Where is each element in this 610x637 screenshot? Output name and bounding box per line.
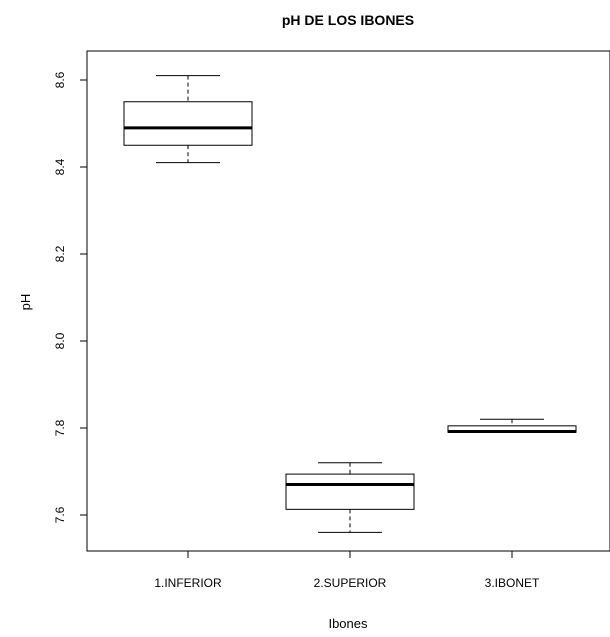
iqr-box (285, 473, 415, 510)
y-tick-label: 7.6 (53, 506, 67, 523)
y-tick-label: 8.4 (53, 158, 67, 175)
y-tick-label: 8.6 (53, 71, 67, 88)
plot-frame (86, 50, 610, 552)
boxes-group (123, 75, 577, 533)
y-tick-label: 8.0 (53, 332, 67, 349)
iqr-box (123, 101, 253, 146)
y-tick-label: 8.2 (53, 245, 67, 262)
box-3 (447, 418, 577, 433)
box-1 (123, 75, 253, 164)
x-axis: 1.INFERIOR 2.SUPERIOR 3.IBONET (154, 551, 540, 590)
x-tick-label: 1.INFERIOR (154, 576, 222, 590)
box-2 (285, 462, 415, 533)
x-tick-label: 3.IBONET (485, 576, 540, 590)
y-tick-label: 7.8 (53, 419, 67, 436)
x-axis-label: Ibones (328, 616, 368, 631)
chart-title: pH DE LOS IBONES (282, 12, 414, 28)
y-axis: 7.6 7.8 8.0 8.2 8.4 8.6 (53, 71, 87, 523)
x-tick-label: 2.SUPERIOR (314, 576, 387, 590)
y-axis-label: pH (18, 294, 33, 311)
